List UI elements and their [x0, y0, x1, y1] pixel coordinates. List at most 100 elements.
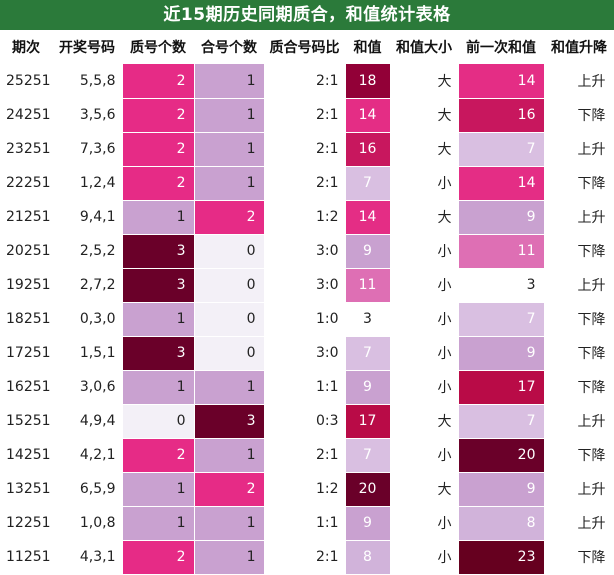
- cell-ratio: 2:1: [264, 166, 346, 201]
- cell-period: 15251: [0, 404, 53, 439]
- cell-sum-size: 大: [390, 404, 459, 439]
- cell-trend: 下降: [544, 234, 614, 269]
- cell-numbers: 0,3,0: [52, 302, 123, 337]
- cell-prev-sum: 23: [458, 540, 545, 575]
- cell-ratio: 2:1: [264, 438, 346, 473]
- cell-prev-sum: 7: [458, 404, 545, 439]
- cell-trend: 下降: [544, 370, 614, 405]
- cell-sum: 7: [345, 336, 391, 371]
- header-period: 期次: [0, 30, 52, 64]
- cell-prime-count: 1: [122, 200, 195, 235]
- cell-period: 20251: [0, 234, 53, 269]
- cell-prime-count: 1: [122, 302, 195, 337]
- cell-prime-count: 1: [122, 370, 195, 405]
- cell-composite-count: 1: [194, 166, 265, 201]
- cell-sum-size: 大: [390, 98, 459, 133]
- cell-prev-sum: 20: [458, 438, 545, 473]
- cell-period: 25251: [0, 64, 53, 99]
- cell-prime-count: 2: [122, 540, 195, 575]
- cell-sum: 9: [345, 234, 391, 269]
- cell-composite-count: 0: [194, 234, 265, 269]
- cell-numbers: 3,5,6: [52, 98, 123, 133]
- cell-prime-count: 3: [122, 268, 195, 303]
- table-title: 近15期历史同期质合，和值统计表格: [0, 0, 614, 30]
- cell-trend: 上升: [544, 200, 614, 235]
- cell-prev-sum: 3: [458, 268, 545, 303]
- table-row: 22251 1,2,4 2 1 2:1 7 小 14 下降: [0, 166, 614, 201]
- cell-period: 14251: [0, 438, 53, 473]
- cell-trend: 下降: [544, 540, 614, 575]
- cell-sum: 18: [345, 64, 391, 99]
- table-row: 21251 9,4,1 1 2 1:2 14 大 9 上升: [0, 200, 614, 235]
- cell-period: 23251: [0, 132, 53, 167]
- cell-ratio: 3:0: [264, 268, 346, 303]
- header-numbers: 开奖号码: [52, 30, 122, 64]
- cell-ratio: 2:1: [264, 98, 346, 133]
- header-row: 期次 开奖号码 质号个数 合号个数 质合号码比 和值 和值大小 前一次和值 和值…: [0, 30, 614, 64]
- cell-prev-sum: 9: [458, 472, 545, 507]
- cell-trend: 上升: [544, 132, 614, 167]
- cell-numbers: 4,3,1: [52, 540, 123, 575]
- header-prime-count: 质号个数: [122, 30, 194, 64]
- cell-sum-size: 小: [390, 302, 459, 337]
- cell-sum: 14: [345, 200, 391, 235]
- cell-prev-sum: 8: [458, 506, 545, 541]
- header-trend: 和值升降: [544, 30, 614, 64]
- cell-sum: 7: [345, 166, 391, 201]
- cell-numbers: 3,0,6: [52, 370, 123, 405]
- cell-prev-sum: 14: [458, 166, 545, 201]
- cell-sum-size: 小: [390, 540, 459, 575]
- cell-sum: 20: [345, 472, 391, 507]
- cell-trend: 下降: [544, 98, 614, 133]
- cell-ratio: 0:3: [264, 404, 346, 439]
- cell-ratio: 2:1: [264, 64, 346, 99]
- cell-prime-count: 2: [122, 166, 195, 201]
- cell-ratio: 3:0: [264, 336, 346, 371]
- cell-trend: 下降: [544, 302, 614, 337]
- table-row: 14251 4,2,1 2 1 2:1 7 小 20 下降: [0, 438, 614, 473]
- cell-prev-sum: 17: [458, 370, 545, 405]
- header-composite-count: 合号个数: [194, 30, 264, 64]
- cell-sum-size: 小: [390, 336, 459, 371]
- table-row: 16251 3,0,6 1 1 1:1 9 小 17 下降: [0, 370, 614, 405]
- cell-numbers: 5,5,8: [52, 64, 123, 99]
- cell-prev-sum: 7: [458, 132, 545, 167]
- cell-sum: 3: [345, 302, 391, 337]
- cell-prime-count: 2: [122, 64, 195, 99]
- cell-numbers: 7,3,6: [52, 132, 123, 167]
- cell-composite-count: 2: [194, 472, 265, 507]
- table-row: 19251 2,7,2 3 0 3:0 11 小 3 上升: [0, 268, 614, 303]
- cell-prime-count: 2: [122, 132, 195, 167]
- cell-sum-size: 小: [390, 506, 459, 541]
- cell-trend: 上升: [544, 404, 614, 439]
- header-ratio: 质合号码比: [264, 30, 345, 64]
- cell-prev-sum: 7: [458, 302, 545, 337]
- cell-sum-size: 大: [390, 472, 459, 507]
- cell-composite-count: 3: [194, 404, 265, 439]
- cell-trend: 上升: [544, 268, 614, 303]
- cell-sum-size: 大: [390, 132, 459, 167]
- cell-numbers: 6,5,9: [52, 472, 123, 507]
- header-prev-sum: 前一次和值: [458, 30, 544, 64]
- cell-trend: 上升: [544, 506, 614, 541]
- cell-period: 16251: [0, 370, 53, 405]
- header-sum-size: 和值大小: [390, 30, 458, 64]
- cell-composite-count: 1: [194, 506, 265, 541]
- cell-sum-size: 大: [390, 64, 459, 99]
- cell-period: 17251: [0, 336, 53, 371]
- cell-numbers: 4,2,1: [52, 438, 123, 473]
- cell-composite-count: 0: [194, 268, 265, 303]
- table-row: 18251 0,3,0 1 0 1:0 3 小 7 下降: [0, 302, 614, 337]
- table-body: 25251 5,5,8 2 1 2:1 18 大 14 上升 24251 3,5,6 2 1 2:1 14 大…: [0, 64, 614, 575]
- cell-ratio: 1:0: [264, 302, 346, 337]
- cell-prime-count: 0: [122, 404, 195, 439]
- cell-period: 19251: [0, 268, 53, 303]
- cell-sum-size: 小: [390, 438, 459, 473]
- cell-ratio: 3:0: [264, 234, 346, 269]
- table-row: 23251 7,3,6 2 1 2:1 16 大 7 上升: [0, 132, 614, 167]
- cell-prime-count: 3: [122, 336, 195, 371]
- cell-numbers: 1,0,8: [52, 506, 123, 541]
- cell-trend: 上升: [544, 64, 614, 99]
- cell-period: 21251: [0, 200, 53, 235]
- cell-numbers: 2,5,2: [52, 234, 123, 269]
